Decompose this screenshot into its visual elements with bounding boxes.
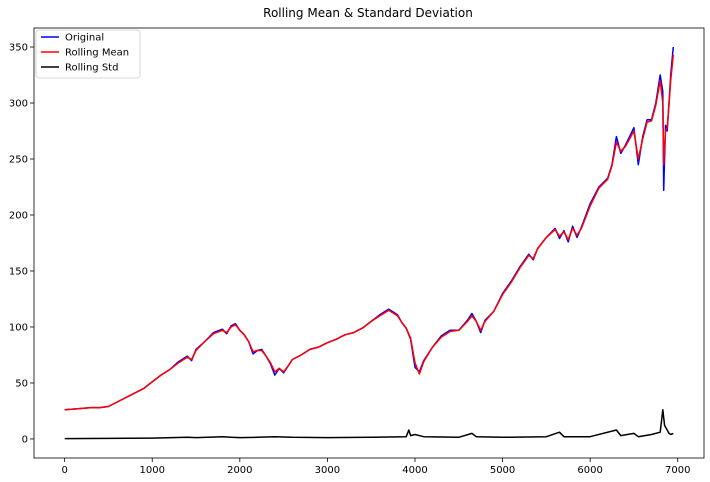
plot-frame	[33, 27, 705, 459]
y-tick-label: 350	[9, 43, 28, 54]
x-tick-label: 1000	[140, 465, 165, 476]
y-tick-label: 100	[9, 322, 28, 333]
legend-label: Rolling Mean	[65, 48, 129, 59]
x-tick-label: 0	[61, 465, 67, 476]
x-tick-label: 2000	[227, 465, 252, 476]
legend-box	[35, 29, 141, 79]
y-tick-label: 50	[15, 378, 28, 389]
series-line-rolling-std	[64, 409, 674, 440]
x-tick-label: 6000	[577, 465, 602, 476]
y-tick-label: 200	[9, 211, 28, 222]
y-tick-label: 250	[9, 155, 28, 166]
x-tick-label: 3000	[315, 465, 340, 476]
y-tick-label: 300	[9, 99, 28, 110]
series-line-rolling-mean	[64, 54, 675, 411]
x-tick-label: 5000	[490, 465, 515, 476]
legend-label: Original	[65, 33, 104, 44]
y-tick-label: 150	[9, 266, 28, 277]
legend-label: Rolling Std	[65, 63, 118, 74]
x-axis: 0 1000 2000 3000 4000 5000 6000 7000	[61, 458, 690, 476]
legend: Original Rolling Mean Rolling Std	[35, 29, 141, 79]
y-axis: 0 50 100 150 200 250 300 350	[9, 43, 34, 445]
y-tick-label: 0	[22, 434, 28, 445]
series-layer	[64, 46, 675, 440]
chart-title: Rolling Mean & Standard Deviation	[263, 6, 473, 20]
x-tick-label: 7000	[665, 465, 690, 476]
x-tick-label: 4000	[402, 465, 427, 476]
